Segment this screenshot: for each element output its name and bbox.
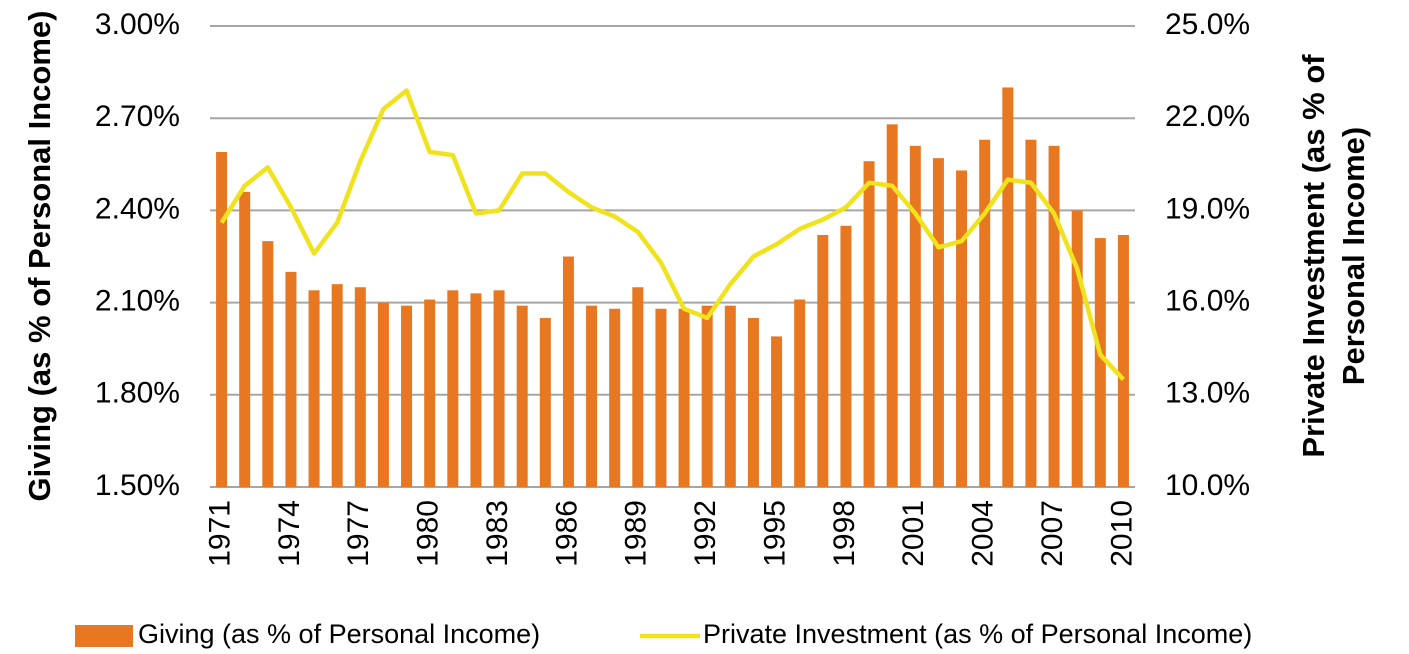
bar xyxy=(470,293,482,487)
x-tick-label: 2010 xyxy=(1105,500,1138,567)
bar xyxy=(1025,139,1037,488)
bar xyxy=(493,290,505,487)
y-axis-title: Giving (as % of Personal Income) xyxy=(22,11,57,502)
bar xyxy=(724,305,736,487)
bar xyxy=(377,302,389,487)
bar xyxy=(216,152,228,488)
bar xyxy=(354,287,366,487)
x-tick-label: 1998 xyxy=(828,500,861,567)
legend-label: Giving (as % of Personal Income) xyxy=(138,619,540,649)
y-tick-label: 1.50% xyxy=(95,469,180,502)
bar xyxy=(678,308,690,487)
bar xyxy=(308,290,320,487)
bar xyxy=(794,299,806,487)
bar xyxy=(331,284,343,487)
bar xyxy=(886,124,898,487)
legend-swatch xyxy=(75,625,133,647)
y2-tick-label: 25.0% xyxy=(1165,8,1250,41)
x-tick-label: 1995 xyxy=(758,500,791,567)
x-tick-label: 1971 xyxy=(203,500,236,567)
bar xyxy=(401,305,413,487)
y2-tick-label: 22.0% xyxy=(1165,100,1250,133)
y2-tick-label: 19.0% xyxy=(1165,192,1250,225)
y-tick-label: 3.00% xyxy=(95,8,180,41)
x-tick-label: 1992 xyxy=(689,500,722,567)
line xyxy=(219,88,1126,381)
y2-tick-label: 16.0% xyxy=(1165,285,1250,318)
bar xyxy=(863,161,875,487)
bar xyxy=(562,256,574,487)
bar xyxy=(1117,234,1129,487)
bar xyxy=(285,271,297,487)
y2-tick-label: 10.0% xyxy=(1165,469,1250,502)
bar xyxy=(979,139,991,488)
bar xyxy=(609,308,621,487)
bar xyxy=(1002,87,1014,487)
y-tick-label: 2.10% xyxy=(95,285,180,318)
bar xyxy=(516,305,528,487)
y2-tick-label: 13.0% xyxy=(1165,377,1250,410)
x-tick-label: 1977 xyxy=(342,500,375,567)
x-tick-label: 2007 xyxy=(1036,500,1069,567)
bar xyxy=(632,287,644,487)
bar xyxy=(262,241,274,487)
bar xyxy=(956,170,968,488)
bar xyxy=(1094,238,1106,487)
bar xyxy=(239,191,251,487)
y2-axis-title: Personal Income) xyxy=(1336,127,1371,385)
x-tick-label: 1986 xyxy=(550,500,583,567)
bar xyxy=(447,290,459,487)
bar xyxy=(840,225,852,487)
y-tick-label: 2.70% xyxy=(95,100,180,133)
x-tick-label: 1980 xyxy=(412,500,445,567)
legend-label: Private Investment (as % of Personal Inc… xyxy=(703,619,1252,649)
bar xyxy=(747,317,759,487)
bar xyxy=(771,336,783,487)
x-tick-label: 2001 xyxy=(897,500,930,567)
y-tick-label: 1.80% xyxy=(95,377,180,410)
bar xyxy=(424,299,436,487)
bar xyxy=(701,305,713,487)
bar xyxy=(1048,145,1060,488)
x-tick-label: 1974 xyxy=(273,500,306,567)
bar xyxy=(1071,210,1083,487)
y2-axis-title: Private Investment (as % of xyxy=(1296,54,1331,458)
bar xyxy=(586,305,598,487)
x-tick-label: 1989 xyxy=(620,500,653,567)
bar xyxy=(655,308,667,487)
bar xyxy=(909,145,921,488)
x-tick-label: 1983 xyxy=(481,500,514,567)
bar xyxy=(932,158,944,488)
y-tick-label: 2.40% xyxy=(95,192,180,225)
x-tick-label: 2004 xyxy=(967,500,1000,567)
bar xyxy=(817,234,829,487)
bar xyxy=(539,317,551,487)
